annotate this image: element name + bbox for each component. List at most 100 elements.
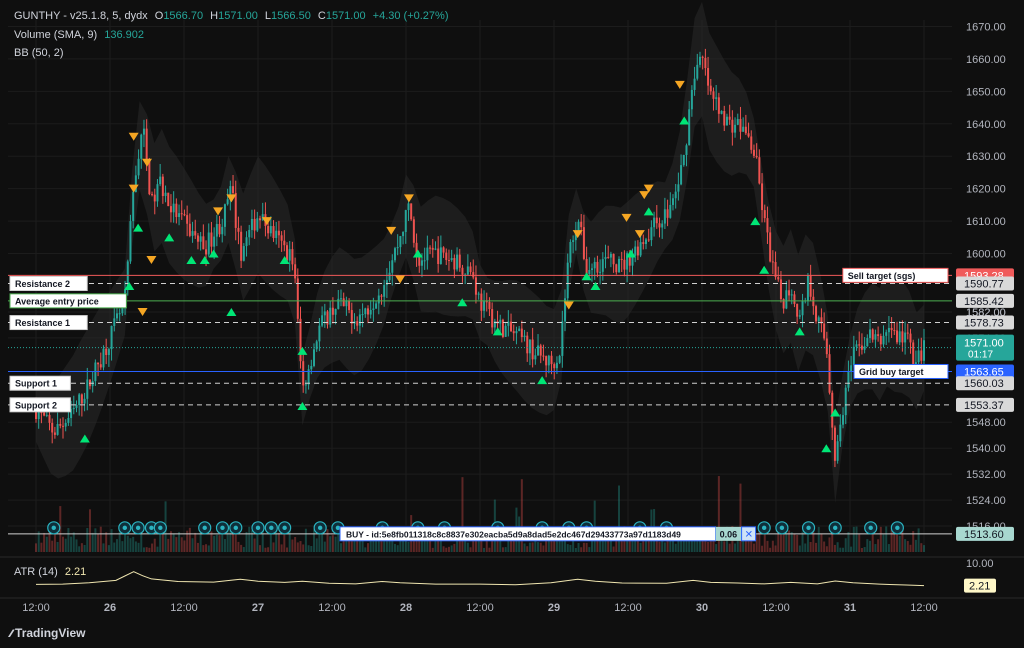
tradingview-logo[interactable]: ⁄⁄ TradingView [10,626,86,640]
bb-label: BB (50, 2) [14,47,64,59]
buy-marker-icon [590,282,601,290]
volume-bar [599,531,602,552]
volume-bar [723,541,726,552]
time-tick: 30 [696,602,708,614]
symbol-label[interactable]: GUNTHY - v25.1.8, 5, dydx [14,10,148,22]
volume-bar [113,542,116,552]
candle-body [245,237,248,247]
candle-body [685,145,688,155]
price-tick: 1540.00 [966,443,1006,455]
volume-bar [612,546,615,552]
level-price-tag-box [956,276,1014,291]
candle-body [671,198,674,205]
candle-body [372,308,375,310]
sell-marker-icon [128,184,139,193]
volume-bar [798,545,801,552]
volume-bar [885,526,888,552]
volume-bar [269,529,272,552]
volume-bar [61,536,64,552]
volume-bar [842,547,845,552]
candle-body [599,271,602,273]
candle-body [434,248,437,250]
candle-body [469,266,472,273]
candle-body [377,295,380,304]
volume-bar [43,532,46,552]
volume-bar [140,529,143,552]
candle-body [512,331,515,334]
legend-atr[interactable]: ATR (14) 2.21 [14,566,90,579]
volume-bar [628,531,631,552]
candle-body [596,261,599,273]
candle-body [666,209,669,218]
volume-bar [472,536,475,552]
volume-bar [896,531,899,552]
volume-bar [501,547,504,552]
volume-bar [51,540,54,552]
candle-body [639,242,642,256]
buy-marker-icon [208,249,219,258]
volume-bar [847,532,850,552]
candle-body [431,247,434,250]
buy-marker-icon [821,444,832,453]
volume-bar [890,529,893,552]
trade-circle-dot-icon [233,525,238,531]
volume-bar [226,527,229,552]
candle-body [280,235,283,241]
order-label-text: BUY - id:5e8fb011318c8c8837e302eacba5d9a… [346,529,681,539]
candle-body [898,331,901,343]
time-axis[interactable]: 12:00 26 12:00 27 12:00 28 12:00 29 12:00 30 12:00… [0,597,1024,614]
volume-bar [126,535,129,552]
volume-bar [431,547,434,552]
volume-bar [545,531,548,552]
price-tick: 1650.00 [966,86,1006,98]
candle-body [607,256,610,258]
order-close-box [741,526,757,542]
candle-body [148,159,151,195]
legend-volume[interactable]: Volume (SMA, 9) 136.902 [14,29,148,42]
candle-body [458,254,461,268]
level-label: Average entry price [15,296,99,306]
volume-bar [801,531,804,552]
legend-bb[interactable]: BB (50, 2) [14,47,68,60]
candle-body [923,340,925,361]
volume-bar [183,540,186,552]
candle-body [593,261,596,269]
time-tick: 29 [548,602,560,614]
volume-bar [742,540,745,552]
candle-body [564,298,567,322]
volume-label: Volume (SMA, 9) [14,29,98,41]
candle-body [102,348,105,368]
candle-body [690,89,693,110]
volume-bar [564,532,567,552]
volume-bar [709,533,712,552]
volume-bar [196,542,199,552]
candle-body [43,412,46,416]
candle-body [626,253,629,270]
volume-bar [796,534,799,552]
volume-bar [736,534,739,552]
candle-body [852,346,855,366]
candle-body [920,350,923,361]
price-axis[interactable]: 1670.00 1660.00 1650.00 1640.00 1630.00 1620.… [952,0,1024,600]
price-tick: 1670.00 [966,21,1006,33]
candle-body [785,290,788,309]
volume-bar [56,541,59,552]
volume-bar [426,535,429,552]
low-value: 1566.50 [271,10,311,22]
candle-body [259,218,262,221]
candle-body [677,184,680,192]
time-tick: 12:00 [910,602,938,614]
candle-body [429,247,432,249]
candle-body [445,252,448,260]
order-line[interactable]: BUY - id:5e8fb011318c8c8837e302eacba5d9a… [8,521,952,542]
volume-bar [323,541,326,552]
volume-bar [334,536,337,552]
volume-bar [272,542,275,552]
candle-body [461,267,464,275]
level-price-tag: 1578.73 [964,318,1004,330]
candle-body [674,191,677,199]
candle-body [569,242,572,263]
high-value: 1571.00 [218,10,258,22]
volume-bar [67,528,70,552]
